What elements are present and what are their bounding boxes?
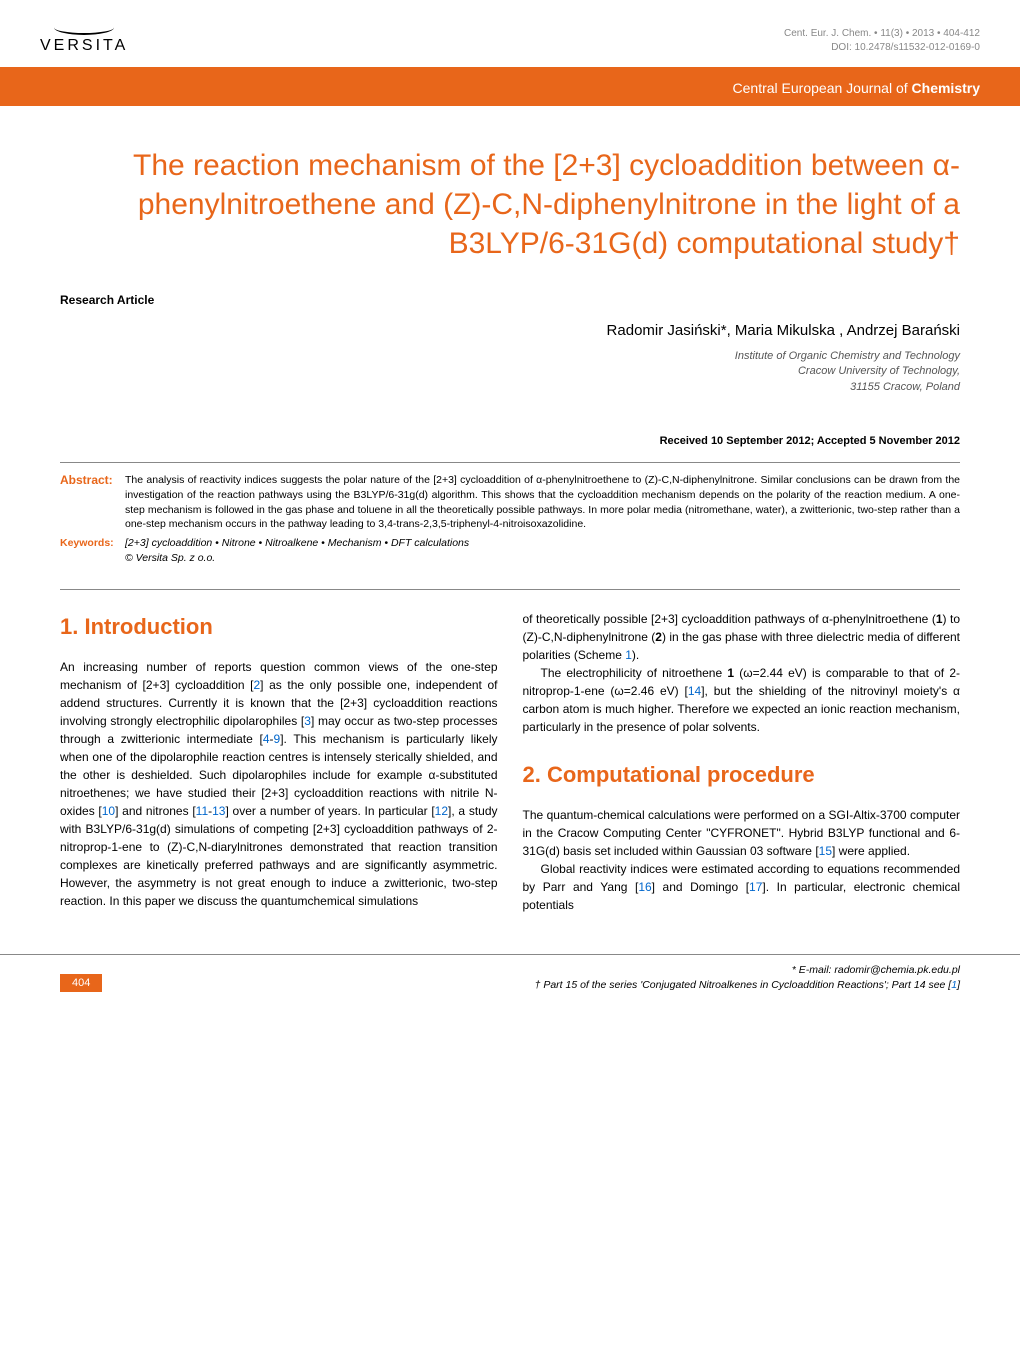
ref-link[interactable]: 13 <box>212 804 225 818</box>
article-type: Research Article <box>60 293 960 307</box>
footer-notes: * E-mail: radomir@chemia.pk.edu.pl † Par… <box>535 963 960 992</box>
abstract-block: Abstract: The analysis of reactivity ind… <box>60 473 960 532</box>
column-right: of theoretically possible [2+3] cycloadd… <box>523 610 961 914</box>
ref-link[interactable]: 4 <box>263 732 270 746</box>
header-meta: Cent. Eur. J. Chem. • 11(3) • 2013 • 404… <box>784 27 980 55</box>
content-area: The reaction mechanism of the [2+3] cycl… <box>0 106 1020 934</box>
affiliation-line: Institute of Organic Chemistry and Techn… <box>60 349 960 364</box>
abstract-text: The analysis of reactivity indices sugge… <box>125 473 960 532</box>
divider <box>60 462 960 463</box>
affiliation-line: 31155 Cracow, Poland <box>60 380 960 395</box>
column-left: 1. Introduction An increasing number of … <box>60 610 498 914</box>
paragraph: The quantum-chemical calculations were p… <box>523 806 961 860</box>
ref-link[interactable]: 12 <box>435 804 448 818</box>
ref-link[interactable]: 3 <box>304 714 311 728</box>
ref-link[interactable]: 17 <box>749 880 762 894</box>
logo-text: VERSITA <box>40 37 128 55</box>
keywords-block: Keywords: [2+3] cycloaddition • Nitrone … <box>60 537 960 549</box>
journal-name-prefix: Central European Journal of <box>733 80 912 96</box>
paragraph: An increasing number of reports question… <box>60 658 498 910</box>
keywords-label: Keywords: <box>60 537 125 549</box>
authors: Radomir Jasiński*, Maria Mikulska , Andr… <box>60 322 960 339</box>
doi: DOI: 10.2478/s11532-012-0169-0 <box>784 41 980 55</box>
affiliation-line: Cracow University of Technology, <box>60 364 960 379</box>
divider <box>60 589 960 590</box>
paragraph: The electrophilicity of nitroethene 1 (ω… <box>523 664 961 736</box>
series-note: † Part 15 of the series 'Conjugated Nitr… <box>535 978 960 993</box>
affiliation: Institute of Organic Chemistry and Techn… <box>60 349 960 395</box>
ref-link[interactable]: 14 <box>688 684 701 698</box>
logo-arc-icon <box>54 20 114 35</box>
journal-name-bold: Chemistry <box>912 80 980 96</box>
ref-link[interactable]: 15 <box>819 844 832 858</box>
article-title: The reaction mechanism of the [2+3] cycl… <box>60 146 960 263</box>
article-dates: Received 10 September 2012; Accepted 5 N… <box>60 435 960 447</box>
copyright: © Versita Sp. z o.o. <box>125 552 960 564</box>
ref-link[interactable]: 11 <box>196 804 208 818</box>
section-heading-comp: 2. Computational procedure <box>523 758 961 791</box>
section-heading-intro: 1. Introduction <box>60 610 498 643</box>
ref-link[interactable]: 10 <box>102 804 115 818</box>
abstract-label: Abstract: <box>60 473 125 532</box>
body-columns: 1. Introduction An increasing number of … <box>60 610 960 914</box>
header: VERSITA Cent. Eur. J. Chem. • 11(3) • 20… <box>0 0 1020 63</box>
page-number: 404 <box>60 974 102 992</box>
footer: 404 * E-mail: radomir@chemia.pk.edu.pl †… <box>0 954 1020 1007</box>
journal-info: Cent. Eur. J. Chem. • 11(3) • 2013 • 404… <box>784 27 980 41</box>
ref-link[interactable]: 16 <box>638 880 651 894</box>
corresponding-email: * E-mail: radomir@chemia.pk.edu.pl <box>535 963 960 978</box>
ref-link[interactable]: 1 <box>625 648 632 662</box>
paragraph: Global reactivity indices were estimated… <box>523 860 961 914</box>
paragraph: of theoretically possible [2+3] cycloadd… <box>523 610 961 664</box>
keywords-text: [2+3] cycloaddition • Nitrone • Nitroalk… <box>125 537 469 549</box>
journal-band: Central European Journal of Chemistry <box>0 68 1020 106</box>
publisher-logo: VERSITA <box>40 20 128 55</box>
